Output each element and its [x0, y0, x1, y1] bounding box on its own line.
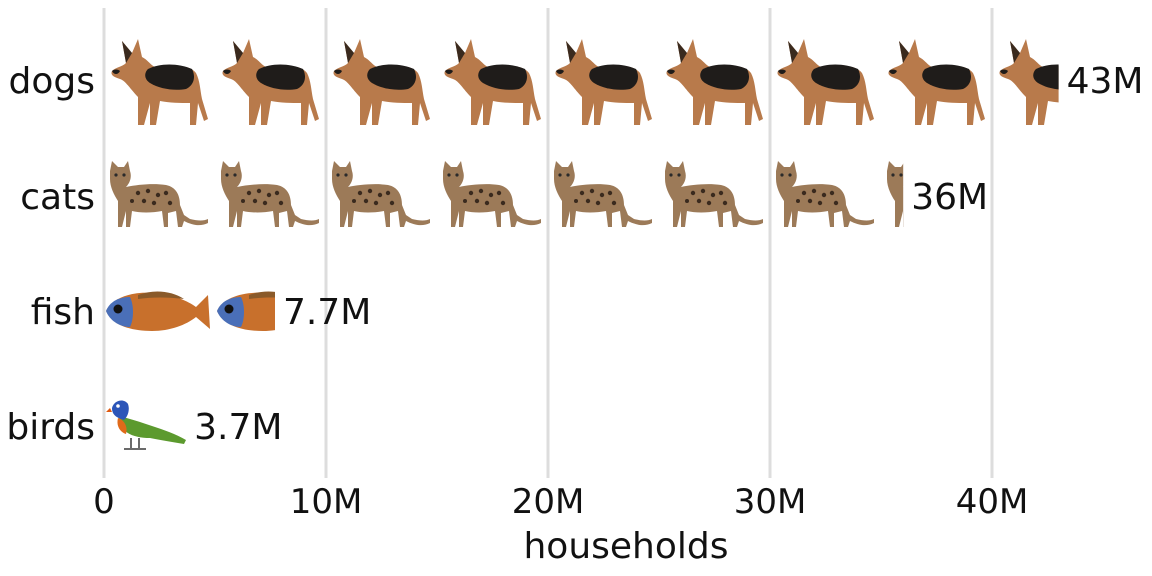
x-axis-title: households [523, 526, 728, 567]
cat-icon [665, 161, 763, 227]
cat-icon [221, 161, 319, 227]
value-label-cats: 36M [911, 177, 988, 218]
dog-icon [222, 39, 319, 125]
category-label-fish: fish [31, 292, 95, 333]
x-tick-label: 20M [512, 482, 585, 522]
x-tick-label: 40M [956, 482, 1029, 522]
pictogram-rows [106, 39, 1059, 450]
labels: 0 10M 20M 30M 40M dogs 43M cats 36M fish 7.7M birds… [6, 61, 1143, 522]
category-label-birds: birds [6, 407, 95, 448]
dog-icon [111, 39, 208, 125]
fish-icon [106, 291, 210, 331]
x-tick-label: 10M [290, 482, 363, 522]
bird-icon [106, 400, 186, 450]
x-tick-label: 30M [734, 482, 807, 522]
dog-icon [888, 39, 985, 125]
dog-icon [444, 39, 541, 125]
cat-icon [776, 161, 874, 227]
cat-icon [554, 161, 652, 227]
category-label-cats: cats [20, 177, 95, 218]
dog-icon [666, 39, 763, 125]
cat-icon [443, 161, 541, 227]
value-label-birds: 3.7M [194, 407, 282, 448]
x-tick-label: 0 [93, 482, 115, 522]
row-dogs [111, 39, 1059, 125]
dog-icon [333, 39, 430, 125]
cat-icon [110, 161, 208, 227]
value-label-fish: 7.7M [283, 292, 371, 333]
dog-icon [777, 39, 874, 125]
category-label-dogs: dogs [9, 61, 95, 102]
cat-icon [332, 161, 430, 227]
row-birds [106, 400, 186, 450]
value-label-dogs: 43M [1067, 61, 1144, 102]
dog-icon [555, 39, 652, 125]
gridlines [102, 8, 994, 478]
